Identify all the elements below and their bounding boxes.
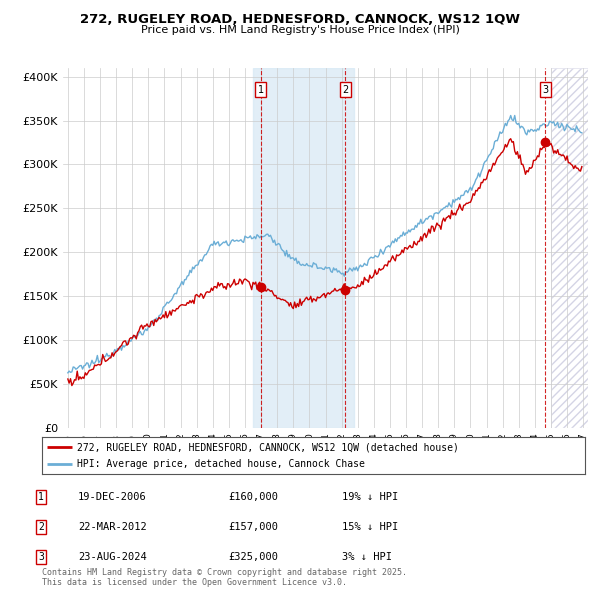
Text: 2: 2 [38,522,44,532]
Text: 1: 1 [257,85,263,95]
Text: 2: 2 [342,85,348,95]
Text: £325,000: £325,000 [228,552,278,562]
Text: 1: 1 [38,492,44,502]
Text: Price paid vs. HM Land Registry's House Price Index (HPI): Price paid vs. HM Land Registry's House … [140,25,460,35]
Text: 19% ↓ HPI: 19% ↓ HPI [342,492,398,502]
Bar [253,68,353,428]
Text: £160,000: £160,000 [228,492,278,502]
Text: 3: 3 [542,85,548,95]
Text: 272, RUGELEY ROAD, HEDNESFORD, CANNOCK, WS12 1QW (detached house): 272, RUGELEY ROAD, HEDNESFORD, CANNOCK, … [77,442,459,453]
Text: HPI: Average price, detached house, Cannock Chase: HPI: Average price, detached house, Cann… [77,458,365,468]
Text: 23-AUG-2024: 23-AUG-2024 [78,552,147,562]
Bar [551,68,588,428]
Bar [551,68,588,428]
Text: 19-DEC-2006: 19-DEC-2006 [78,492,147,502]
Text: 15% ↓ HPI: 15% ↓ HPI [342,522,398,532]
Text: 272, RUGELEY ROAD, HEDNESFORD, CANNOCK, WS12 1QW: 272, RUGELEY ROAD, HEDNESFORD, CANNOCK, … [80,13,520,26]
Text: Contains HM Land Registry data © Crown copyright and database right 2025.
This d: Contains HM Land Registry data © Crown c… [42,568,407,587]
Text: 3: 3 [38,552,44,562]
Text: 3% ↓ HPI: 3% ↓ HPI [342,552,392,562]
Text: £157,000: £157,000 [228,522,278,532]
Text: 22-MAR-2012: 22-MAR-2012 [78,522,147,532]
